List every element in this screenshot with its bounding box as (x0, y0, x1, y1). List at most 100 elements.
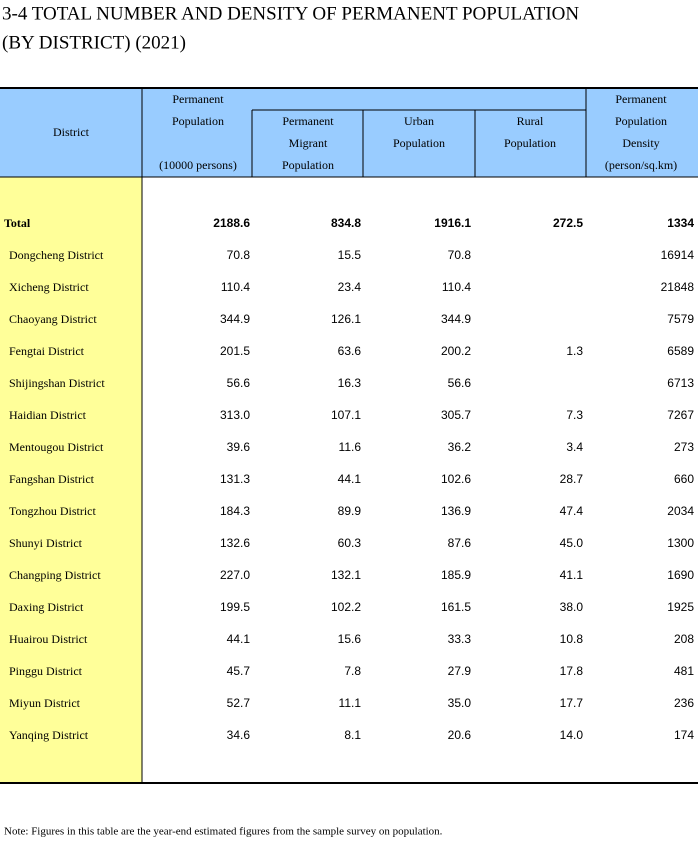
table-cell: 6713 (667, 376, 694, 390)
table-cell: 344.9 (441, 312, 471, 326)
district-name: Xicheng District (9, 280, 89, 294)
table-cell: 28.7 (560, 472, 584, 486)
table-cell: 16914 (661, 248, 695, 262)
table-cell: 1925 (667, 600, 694, 614)
table-cell: 35.0 (448, 696, 472, 710)
table-cell: 136.9 (441, 504, 471, 518)
table-cell: 56.6 (448, 376, 472, 390)
table-cell: 185.9 (441, 568, 471, 582)
table-cell: 14.0 (560, 728, 584, 742)
table-cell: 199.5 (220, 600, 250, 614)
table-cell: 272.5 (553, 216, 583, 230)
district-name: Dongcheng District (9, 248, 104, 262)
table-cell: 60.3 (338, 536, 362, 550)
table-cell: 131.3 (220, 472, 250, 486)
table-cell: 236 (674, 696, 694, 710)
table-cell: 313.0 (220, 408, 250, 422)
table-cell: 2188.6 (213, 216, 250, 230)
note: Note: Figures in this table are the year… (4, 826, 443, 838)
district-name: Total (4, 216, 31, 230)
table-cell: 33.3 (448, 632, 472, 646)
table-cell: 1690 (667, 568, 694, 582)
table-cell: 102.6 (441, 472, 471, 486)
table-cell: 6589 (667, 344, 694, 358)
table-cell: 89.9 (338, 504, 362, 518)
table-cell: 23.4 (338, 280, 362, 294)
table-cell: 305.7 (441, 408, 471, 422)
table-cell: 20.6 (448, 728, 472, 742)
district-name: Huairou District (9, 632, 88, 646)
table-cell: 10.8 (560, 632, 584, 646)
table-cell: 11.1 (339, 696, 362, 710)
district-name: Miyun District (9, 696, 81, 710)
table-cell: 102.2 (331, 600, 361, 614)
table-cell: 21848 (661, 280, 695, 294)
table-cell: 201.5 (220, 344, 250, 358)
table-cell: 273 (674, 440, 694, 454)
title: (BY DISTRICT) (2021) (2, 32, 186, 53)
table-cell: 1.3 (566, 344, 583, 358)
table-cell: 36.2 (448, 440, 472, 454)
table-cell: 11.6 (339, 440, 362, 454)
header-cell: (10000 persons) (159, 158, 237, 172)
table-cell: 39.6 (227, 440, 251, 454)
header-cell: Migrant (289, 136, 328, 150)
table-cell: 660 (674, 472, 694, 486)
table-cell: 41.1 (560, 568, 584, 582)
table-cell: 47.4 (560, 504, 584, 518)
header-cell: Population (282, 158, 334, 172)
header-cell: Rural (517, 114, 544, 128)
district-name: Daxing District (9, 600, 84, 614)
table-cell: 110.4 (221, 280, 250, 294)
table-cell: 8.1 (344, 728, 361, 742)
table-cell: 44.1 (338, 472, 362, 486)
table-cell: 208 (674, 632, 694, 646)
table-cell: 87.6 (448, 536, 472, 550)
table-cell: 27.9 (448, 664, 472, 678)
header-cell: Permanent (282, 114, 334, 128)
header-background (0, 88, 698, 177)
table-cell: 15.5 (338, 248, 362, 262)
district-name: Tongzhou District (9, 504, 96, 518)
header-cell: District (53, 125, 90, 139)
title: 3-4 TOTAL NUMBER AND DENSITY OF PERMANEN… (2, 3, 579, 24)
table-cell: 2034 (667, 504, 694, 518)
district-name: Pinggu District (9, 664, 83, 678)
table-cell: 200.2 (441, 344, 471, 358)
district-name: Shijingshan District (9, 376, 105, 390)
table-cell: 132.6 (220, 536, 250, 550)
table-cell: 70.8 (227, 248, 251, 262)
district-name: Fangshan District (9, 472, 95, 486)
district-name: Haidian District (9, 408, 87, 422)
district-name: Chaoyang District (9, 312, 97, 326)
table-cell: 1300 (667, 536, 694, 550)
table-cell: 34.6 (227, 728, 251, 742)
header-cell: Population (172, 114, 224, 128)
table-cell: 7.8 (344, 664, 361, 678)
table-cell: 44.1 (227, 632, 251, 646)
district-name: Mentougou District (9, 440, 104, 454)
table-cell: 7579 (667, 312, 694, 326)
table-cell: 45.7 (227, 664, 251, 678)
table-cell: 126.1 (331, 312, 361, 326)
district-name: Fengtai District (9, 344, 85, 358)
table-cell: 56.6 (227, 376, 251, 390)
table-cell: 38.0 (560, 600, 584, 614)
table-rules (0, 87, 698, 784)
table-cell: 834.8 (331, 216, 361, 230)
table-cell: 107.1 (331, 408, 361, 422)
table-cell: 184.3 (220, 504, 250, 518)
table-cell: 16.3 (338, 376, 362, 390)
district-name: Shunyi District (9, 536, 83, 550)
header-cell: Density (622, 136, 659, 150)
table-cell: 227.0 (220, 568, 250, 582)
table-cell: 161.5 (441, 600, 471, 614)
table-cell: 7.3 (566, 408, 583, 422)
header-cell: (person/sq.km) (605, 158, 677, 172)
district-name: Changping District (9, 568, 101, 582)
header-cell: Permanent (615, 92, 667, 106)
header-cell: Urban (404, 114, 434, 128)
table-cell: 344.9 (220, 312, 250, 326)
table-cell: 17.8 (560, 664, 584, 678)
